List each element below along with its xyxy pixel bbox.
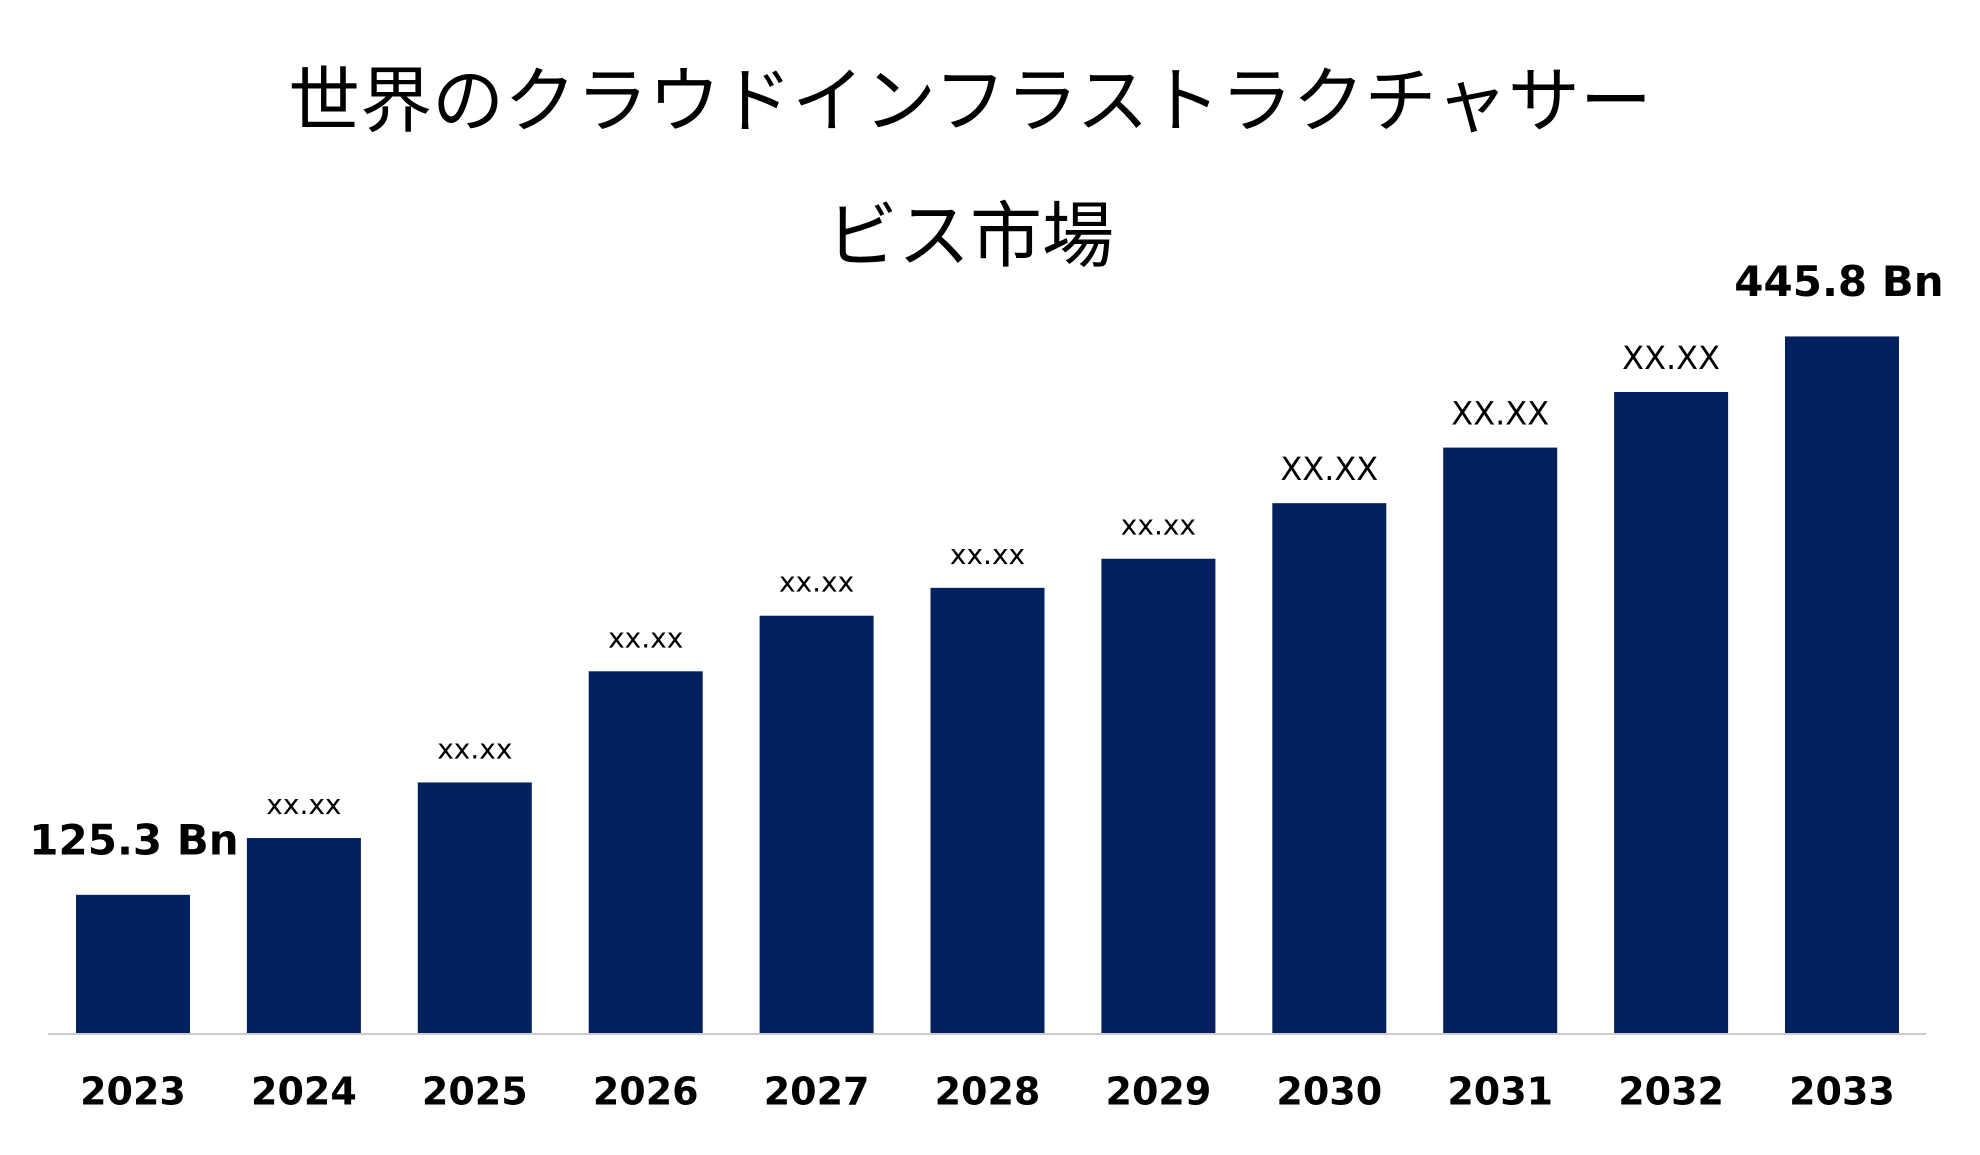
chart-title: ビス市場 [826, 194, 1114, 278]
bar [1272, 503, 1387, 1033]
value-label: 445.8 Bn [1734, 257, 1943, 306]
x-tick-label: 2024 [251, 1070, 357, 1114]
value-label: XX.XX [1622, 339, 1720, 377]
bar [759, 615, 874, 1033]
bar [1443, 447, 1558, 1033]
bar [588, 671, 703, 1033]
value-label: xx.xx [1121, 509, 1196, 542]
value-label: 125.3 Bn [29, 815, 238, 864]
x-tick-label: 2028 [935, 1070, 1041, 1114]
bar [930, 587, 1045, 1033]
x-tick-label: 2030 [1276, 1070, 1382, 1114]
value-label: xx.xx [950, 538, 1025, 571]
x-tick-label: 2023 [80, 1070, 186, 1114]
x-tick-label: 2032 [1618, 1070, 1724, 1114]
value-label: XX.XX [1451, 395, 1549, 433]
chart-title: 世界のクラウドインフラストラクチャサー [288, 59, 1652, 143]
bar [76, 894, 190, 1033]
bar [417, 782, 532, 1033]
x-tick-label: 2027 [764, 1070, 870, 1114]
bar [246, 838, 361, 1033]
x-tick-label: 2033 [1789, 1070, 1895, 1114]
value-label: xx.xx [266, 788, 341, 821]
bar [1785, 336, 1899, 1034]
bar [1614, 392, 1729, 1033]
bar [1101, 558, 1216, 1033]
value-label: XX.XX [1280, 450, 1378, 488]
value-label: xx.xx [779, 566, 854, 599]
value-label: xx.xx [437, 732, 512, 765]
value-label: xx.xx [608, 621, 683, 654]
x-tick-label: 2029 [1106, 1070, 1212, 1114]
x-tick-label: 2025 [422, 1070, 528, 1114]
x-tick-label: 2031 [1447, 1070, 1553, 1114]
x-tick-label: 2026 [593, 1070, 699, 1114]
